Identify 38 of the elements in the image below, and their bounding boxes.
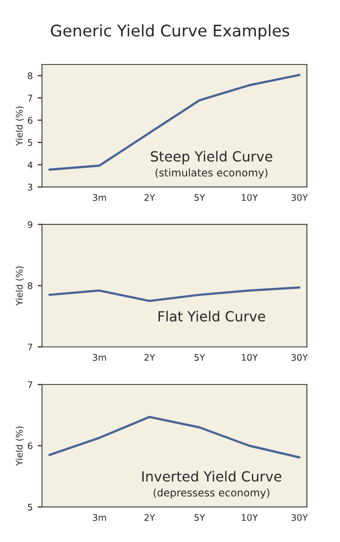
y-tick-label: 4 bbox=[28, 162, 32, 168]
x-tick-label: 30Y bbox=[292, 354, 308, 361]
y-tick-label: 6 bbox=[28, 442, 32, 450]
annotation: Inverted Yield Curve bbox=[142, 470, 282, 482]
y-axis-title: Yield (%) bbox=[16, 426, 24, 466]
y-tick-label: 6 bbox=[28, 116, 32, 124]
x-tick-label: 30Y bbox=[292, 514, 308, 521]
y-tick-label: 9 bbox=[28, 221, 32, 228]
x-tick-label: 3m bbox=[92, 194, 106, 201]
y-axis-title: Yield (%) bbox=[16, 266, 24, 306]
x-tick-label: 10Y bbox=[242, 194, 258, 201]
x-tick-label: 5Y bbox=[194, 194, 206, 201]
x-tick-label: 5Y bbox=[194, 354, 206, 361]
line-series bbox=[48, 286, 300, 302]
x-tick-label: 3m bbox=[92, 514, 106, 521]
x-tick-label: 2Y bbox=[144, 194, 156, 201]
x-tick-label: 5Y bbox=[194, 514, 206, 521]
y-tick-label: 8 bbox=[28, 282, 32, 290]
annotation: (depressess economy) bbox=[154, 488, 270, 499]
y-tick-label: 8 bbox=[28, 72, 32, 80]
annotation: Flat Yield Curve bbox=[158, 310, 266, 322]
x-tick-label: 3m bbox=[92, 354, 106, 361]
x-tick-label: 30Y bbox=[292, 194, 308, 201]
y-tick-label: 7 bbox=[28, 344, 32, 350]
y-tick-label: 5 bbox=[28, 504, 32, 511]
y-tick-label: 7 bbox=[28, 381, 32, 388]
x-tick-label: 10Y bbox=[242, 514, 258, 521]
y-tick-label: 5 bbox=[28, 139, 32, 146]
y-tick-label: 3 bbox=[28, 184, 32, 191]
x-tick-label: 10Y bbox=[242, 354, 258, 361]
annotation: Steep Yield Curve bbox=[150, 150, 272, 164]
x-tick-label: 2Y bbox=[144, 354, 156, 361]
x-tick-label: 2Y bbox=[144, 514, 156, 521]
line-series bbox=[48, 416, 300, 458]
annotation: (stimulates economy) bbox=[156, 168, 268, 179]
y-axis-title: Yield (%) bbox=[16, 106, 24, 146]
y-tick-label: 7 bbox=[28, 94, 32, 102]
chart-title: Generic Yield Curve Examples bbox=[50, 24, 290, 40]
